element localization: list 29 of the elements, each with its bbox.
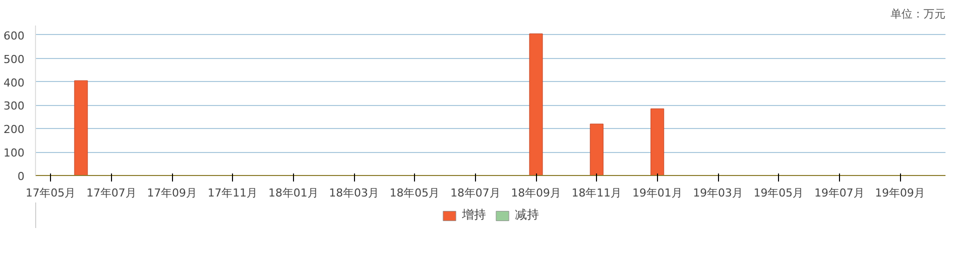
- x-tick-label: 19年05月: [754, 186, 804, 200]
- x-tick-label: 18年01月: [268, 186, 318, 200]
- y-tick-label: 500: [4, 52, 25, 66]
- y-tick-label: 600: [4, 29, 25, 42]
- x-tick-label: 18年05月: [390, 186, 440, 200]
- bar: [529, 33, 543, 176]
- x-tick-label: 18年11月: [572, 186, 622, 200]
- x-tick-label: 19年01月: [632, 186, 682, 200]
- x-tick-label: 18年07月: [450, 186, 500, 200]
- text: 单位：万元: [890, 8, 946, 20]
- y-tick-label: 400: [4, 76, 25, 90]
- bar: [590, 124, 604, 176]
- y-tick-label: 100: [4, 146, 25, 160]
- x-tick-label: 19年03月: [693, 186, 744, 200]
- y-tick-label: 200: [4, 123, 25, 136]
- x-tick-label: 18年09月: [511, 186, 562, 200]
- legend-label: 增持: [462, 206, 486, 224]
- bar: [74, 80, 88, 176]
- x-tick-label: 19年07月: [814, 186, 864, 200]
- x-tick-label: 18年03月: [329, 186, 380, 200]
- x-tick-label: 17年11月: [208, 186, 258, 200]
- x-tick-label: 19年09月: [875, 186, 926, 200]
- y-tick-label: 300: [4, 100, 25, 113]
- bar: [650, 108, 664, 176]
- x-tick-label: 17年09月: [147, 186, 198, 200]
- y-tick-label: 0: [18, 170, 24, 183]
- legend-label: 减持: [515, 206, 539, 224]
- x-tick-label: 17年05月: [26, 186, 76, 200]
- x-tick-label: 17年07月: [86, 186, 136, 200]
